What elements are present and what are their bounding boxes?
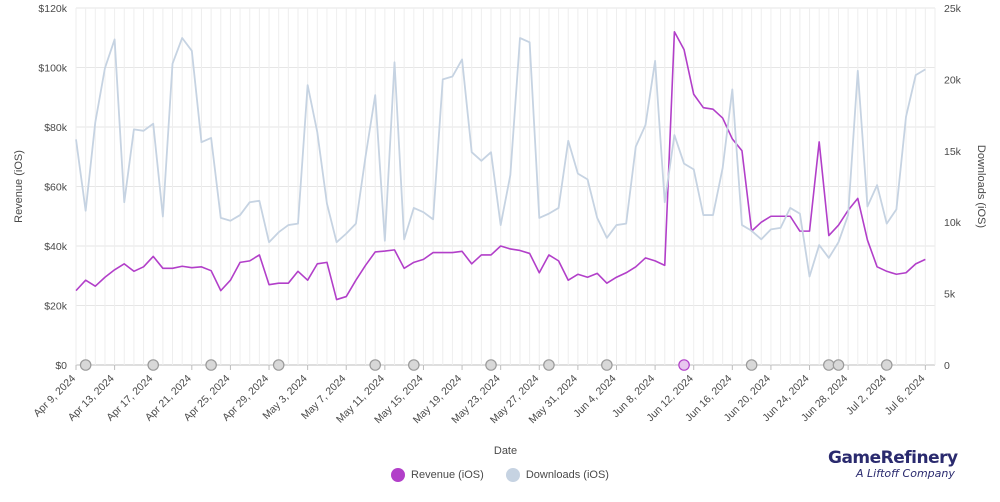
event-marker xyxy=(272,359,285,371)
event-marker xyxy=(79,359,92,371)
y-left-tick-label: $120k xyxy=(38,3,67,15)
y-right-tick-label: 5k xyxy=(944,289,956,301)
x-tick-label: Jul 6, 2024 xyxy=(883,373,928,418)
revenue-line xyxy=(75,30,926,301)
brand-name: GameRefinery xyxy=(828,448,958,468)
legend-label-revenue: Revenue (iOS) xyxy=(411,469,484,481)
event-marker xyxy=(408,359,420,371)
event-marker xyxy=(601,359,613,371)
event-marker xyxy=(205,359,217,371)
y-right-tick-label: 25k xyxy=(944,3,962,15)
y-left-tick-label: $40k xyxy=(44,241,68,253)
revenue-downloads-chart: $0 $20k $40k $60k $80k $100k $120k 0 5k 10k 15k 20k… xyxy=(13,3,987,457)
event-marker xyxy=(832,359,845,371)
chart-legend: Revenue (iOS) Downloads (iOS) xyxy=(0,468,1000,482)
brand-tagline: A Liftoff Company xyxy=(856,467,955,480)
event-marker xyxy=(880,359,893,371)
event-marker xyxy=(823,359,835,371)
y-left-tick-label: $20k xyxy=(44,301,68,313)
y-left-axis-title: Revenue (iOS) xyxy=(13,150,25,223)
y-right-axis-title: Downloads (iOS) xyxy=(975,145,987,228)
legend-item-downloads[interactable]: Downloads (iOS) xyxy=(505,468,609,482)
y-right-tick-label: 15k xyxy=(944,146,962,158)
revenue-swatch xyxy=(391,468,406,482)
x-tick-label: Jul 2, 2024 xyxy=(844,373,889,418)
y-right-tick-label: 20k xyxy=(944,74,962,86)
downloads-swatch xyxy=(505,468,520,482)
event-marker xyxy=(543,359,555,371)
y-left-tick-label: $0 xyxy=(55,360,67,372)
event-marker xyxy=(678,359,690,371)
event-marker xyxy=(147,359,160,371)
y-right-tick-label: 10k xyxy=(944,217,962,229)
y-right-tick-label: 0 xyxy=(944,360,950,372)
event-marker xyxy=(369,359,382,371)
event-marker xyxy=(485,359,497,371)
brand-logo: GameRefinery A Liftoff Company xyxy=(828,448,978,480)
downloads-line xyxy=(75,37,926,278)
x-axis-title: Date xyxy=(494,445,517,457)
event-marker xyxy=(745,359,758,371)
y-left-tick-label: $80k xyxy=(44,122,68,134)
legend-label-downloads: Downloads (iOS) xyxy=(525,469,609,481)
y-left-tick-label: $100k xyxy=(38,63,67,75)
legend-item-revenue[interactable]: Revenue (iOS) xyxy=(391,468,484,482)
y-left-tick-label: $60k xyxy=(44,182,68,194)
